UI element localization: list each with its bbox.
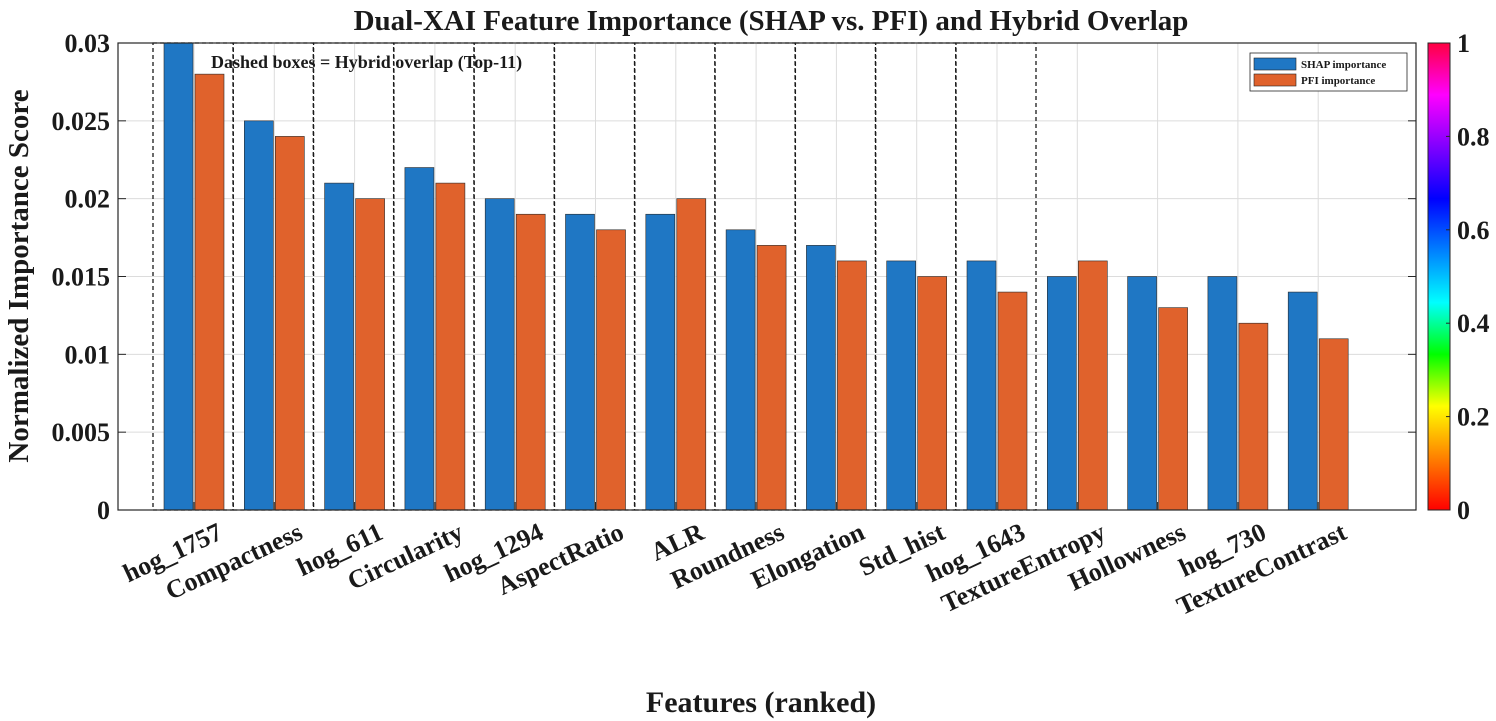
y-tick-label: 0.015 [52, 263, 111, 292]
y-tick-label: 0.03 [65, 29, 111, 58]
pfi-bar [1158, 307, 1188, 511]
shap-bar [404, 167, 435, 511]
legend-swatch-pfi [1253, 73, 1297, 87]
pfi-bar [676, 198, 707, 511]
pfi-bar [1318, 338, 1349, 511]
pfi-bar [917, 276, 948, 511]
pfi-bar [1238, 322, 1269, 511]
pfi-bar [1078, 260, 1108, 511]
y-axis-label: Normalized Importance Score [3, 89, 35, 462]
shap-bar [966, 260, 997, 511]
pfi-bar [355, 198, 385, 511]
chart-title: Dual-XAI Feature Importance (SHAP vs. PF… [354, 5, 1189, 37]
shap-bar [565, 213, 595, 511]
y-tick-label: 0.025 [52, 107, 111, 136]
x-axis-ticks: hog_1757Compactnesshog_611Circularityhog… [119, 502, 1351, 621]
y-tick-label: 0.01 [65, 340, 111, 369]
legend: SHAP importance PFI importance [1249, 52, 1408, 92]
shap-bar [324, 182, 354, 511]
shap-bar [163, 42, 194, 511]
overlap-annotation: Dashed boxes = Hybrid overlap (Top-11) [211, 52, 522, 73]
shap-bar [645, 213, 676, 511]
y-axis-ticks: 0 0.005 0.01 0.015 0.02 0.025 0.03 [52, 29, 1416, 525]
pfi-bar [435, 182, 466, 511]
y-tick-label: 0.005 [52, 418, 111, 447]
shap-bar [886, 260, 917, 511]
legend-label-pfi: PFI importance [1301, 75, 1375, 87]
pfi-bar [997, 291, 1028, 511]
shap-bar [484, 198, 515, 511]
pfi-bar [274, 136, 305, 511]
shap-bar [725, 229, 756, 511]
x-axis-label: Features (ranked) [646, 686, 876, 719]
shap-bar [1127, 276, 1157, 511]
shap-bar [244, 120, 274, 511]
colorbar [1427, 42, 1451, 511]
legend-swatch-shap [1253, 57, 1297, 71]
pfi-bar [515, 213, 546, 511]
colorbar-tick-label: 0.2 [1457, 403, 1490, 432]
colorbar-tick-label: 0.6 [1457, 216, 1490, 245]
pfi-bar [596, 229, 626, 511]
colorbar-tick-label: 0.8 [1457, 122, 1490, 151]
pfi-bar [837, 260, 867, 511]
shap-bar [1287, 291, 1318, 511]
bar-series [163, 42, 1349, 511]
colorbar-tick-label: 0.4 [1457, 309, 1490, 338]
pfi-bar [194, 73, 225, 511]
shap-bar [806, 245, 836, 511]
colorbar-tick-label: 0 [1457, 496, 1470, 525]
y-tick-label: 0.02 [65, 185, 111, 214]
shap-bar [1047, 276, 1077, 511]
shap-bar [1207, 276, 1238, 511]
colorbar-tick-label: 1 [1457, 29, 1470, 58]
colorbar-ticks: 0 0.2 0.4 0.6 0.8 1 [1446, 29, 1490, 525]
legend-label-shap: SHAP importance [1301, 59, 1386, 71]
y-tick-label: 0 [97, 496, 110, 525]
grid-lines [118, 42, 1416, 511]
pfi-bar [756, 245, 787, 511]
